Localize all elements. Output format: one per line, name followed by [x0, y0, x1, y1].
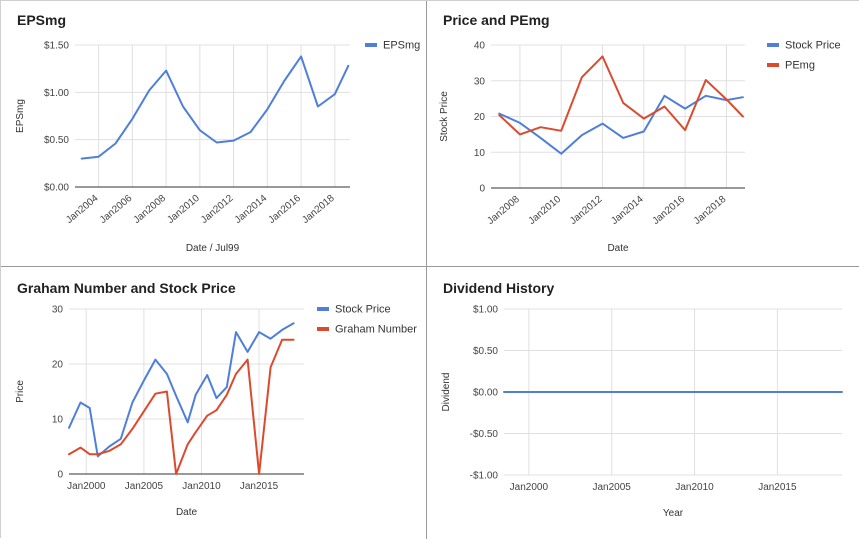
y-tick-label: $0.50 [44, 135, 69, 146]
series-line-graham-number [68, 338, 295, 475]
x-tick-label: Jan2012 [199, 193, 236, 226]
legend-swatch [767, 63, 779, 67]
x-tick-label: Jan2005 [593, 482, 632, 493]
y-tick-label: 10 [52, 415, 64, 426]
y-tick-label: -$0.50 [470, 429, 499, 440]
legend-label: Stock Price [785, 40, 841, 52]
x-tick-label: Jan2010 [527, 194, 564, 227]
x-tick-label: Jan2000 [67, 481, 106, 492]
y-tick-label: $0.00 [473, 388, 498, 399]
y-tick-label: 40 [474, 41, 486, 52]
y-tick-label: $1.50 [44, 41, 69, 52]
x-tick-label: Jan2014 [609, 194, 646, 227]
y-tick-label: $1.00 [44, 88, 69, 99]
chart-title: EPSmg [17, 12, 66, 28]
series-line-stock-price [68, 322, 295, 458]
x-tick-label: Jan2000 [510, 482, 549, 493]
y-tick-label: $0.00 [44, 183, 69, 194]
y-tick-label: 30 [474, 76, 486, 87]
y-tick-label: $1.00 [473, 305, 498, 316]
x-tick-label: Jan2008 [485, 194, 522, 227]
y-axis-title: EPSmg [15, 99, 26, 133]
chart-title: Graham Number and Stock Price [17, 280, 236, 296]
x-tick-label: Jan2012 [568, 194, 605, 227]
x-tick-label: Jan2018 [692, 194, 729, 227]
epsmg-chart: EPSmg$0.00$0.50$1.00$1.50Jan2004Jan2006J… [15, 12, 420, 254]
x-tick-label: Jan2006 [98, 193, 135, 226]
x-tick-label: Jan2010 [675, 482, 714, 493]
legend-swatch [767, 43, 779, 47]
x-tick-label: Jan2015 [758, 482, 797, 493]
y-tick-label: 0 [479, 184, 485, 195]
x-tick-label: Jan2014 [233, 193, 270, 226]
y-tick-label: 30 [52, 305, 64, 316]
series-line-pemg [498, 55, 744, 136]
x-tick-label: Jan2018 [300, 193, 337, 226]
y-axis-title: Price [15, 380, 26, 403]
x-tick-label: Jan2008 [132, 193, 169, 226]
x-tick-label: Jan2016 [267, 193, 304, 226]
y-tick-label: $0.50 [473, 346, 498, 357]
panel-price-pemg: Price and PEmg 0 10 20 30 40 Jan2008 Jan2010 Jan… [427, 1, 859, 267]
x-tick-label: Jan2005 [125, 481, 164, 492]
y-tick-label: 0 [57, 470, 63, 481]
legend-label: EPSmg [383, 40, 420, 52]
y-tick-label: -$1.00 [470, 471, 499, 482]
series-line-stock-price [498, 94, 744, 155]
legend-label: Stock Price [335, 304, 391, 316]
panel-dividend-history: Dividend History -$1.00 -$0.50 $0.00 $0.50 $1… [427, 267, 859, 539]
x-tick-label: Jan2004 [64, 193, 101, 226]
graham-number-chart: Graham Number and Stock Price 0 10 20 30 Jan2… [15, 280, 417, 518]
legend-swatch [365, 43, 377, 47]
panel-epsmg: EPSmg $0.00 $0.50 $1.00 $1.50 Jan2004 Jan2006 J… [1, 1, 427, 267]
series-line-epsmg [80, 55, 350, 160]
y-tick-label: 10 [474, 148, 486, 159]
legend-label: PEmg [785, 60, 815, 72]
x-axis-title: Date / Jul99 [186, 243, 240, 254]
x-axis-title: Date [176, 507, 198, 518]
x-axis-title: Year [663, 508, 684, 519]
legend-swatch [317, 307, 329, 311]
y-tick-label: 20 [474, 112, 486, 123]
chart-title: Dividend History [443, 280, 554, 296]
legend-label: Graham Number [335, 324, 417, 336]
x-tick-label: Jan2016 [651, 194, 688, 227]
x-tick-label: Jan2010 [165, 193, 202, 226]
x-tick-label: Jan2015 [240, 481, 279, 492]
panel-graham-number: Graham Number and Stock Price 0 10 20 30 Jan2… [1, 267, 427, 539]
y-tick-label: 20 [52, 360, 64, 371]
y-axis-title: Stock Price [439, 91, 450, 142]
x-tick-label: Jan2010 [182, 481, 221, 492]
chart-title: Price and PEmg [443, 12, 550, 28]
dividend-history-chart: Dividend History -$1.00 -$0.50 $0.00 $0.50 $1… [441, 280, 843, 519]
legend-swatch [317, 327, 329, 331]
x-axis-title: Date [607, 243, 629, 254]
y-axis-title: Dividend [441, 373, 452, 412]
